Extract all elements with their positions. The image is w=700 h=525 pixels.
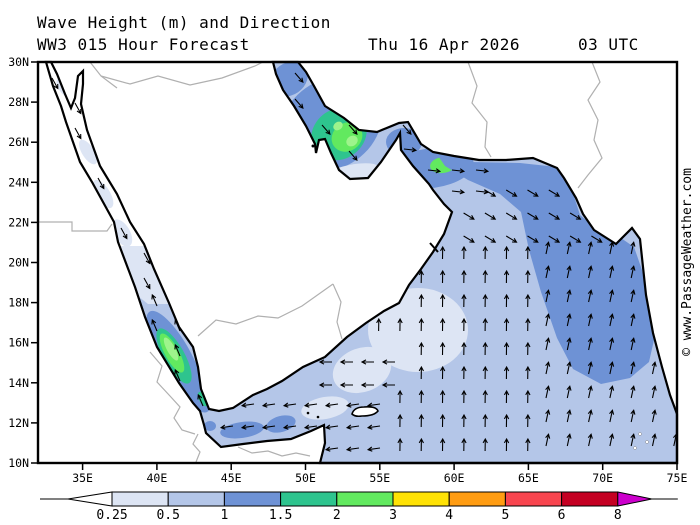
lon-label-65E: 65E — [518, 471, 539, 485]
patch-arabian-sea-east-1m — [434, 150, 654, 384]
lon-label-45E: 45E — [221, 471, 242, 485]
lat-label-28N: 28N — [8, 95, 29, 109]
wave-direction-arrows — [51, 72, 677, 452]
colorbar-segment-4 — [448, 491, 506, 507]
samhah-islet — [306, 411, 310, 415]
country-borders — [38, 61, 603, 463]
patch-red-sea-pale-spot-2 — [79, 139, 97, 165]
patch-red-sea-south-2m-core — [163, 337, 179, 361]
wave-height-color-scale: 0.25 0.5 1 1.5 2 3 4 5 6 8 — [40, 491, 678, 523]
lakshadweep-islet-3 — [633, 446, 637, 450]
lat-label-10N: 10N — [8, 456, 29, 470]
abd-al-kuri-islet — [316, 415, 320, 419]
arrow-field-arabian-sea-north — [376, 245, 531, 452]
colorbar-label-2: 2 — [333, 508, 341, 523]
chart-title: Wave Height (m) and Direction — [37, 13, 331, 32]
colorbar-label-5: 5 — [501, 508, 509, 523]
islands — [306, 144, 649, 450]
border-saudi-jordan-iraq — [100, 61, 264, 86]
border-djibouti — [192, 433, 201, 463]
lat-label-26N: 26N — [8, 135, 29, 149]
border-yemen-oman — [332, 283, 343, 340]
colorbar-segment-0.5 — [167, 491, 225, 507]
border-iran-pakistan — [467, 61, 492, 158]
colorbar-label-6: 6 — [558, 508, 566, 523]
lat-label-16N: 16N — [8, 336, 29, 350]
colorbar-segment-0.25 — [111, 491, 169, 507]
border-pakistan-india — [577, 61, 603, 189]
colorbar-segment-2 — [336, 491, 394, 507]
colorbar-label-1: 1 — [220, 508, 228, 523]
colorbar-label-0.25: 0.25 — [96, 508, 127, 523]
bahrain-island — [311, 144, 315, 148]
lakshadweep-islet-2 — [645, 440, 649, 444]
lat-label-22N: 22N — [8, 215, 29, 229]
socotra-island — [351, 406, 379, 418]
colorbar-segment-6 — [561, 491, 619, 507]
lon-label-40E: 40E — [147, 471, 168, 485]
forecast-utc-time: 03 UTC — [578, 35, 639, 54]
watermark: © www.PassageWeather.com — [680, 168, 695, 356]
colorbar-label-3: 3 — [389, 508, 397, 523]
patch-red-sea-pale-spot-3 — [92, 179, 114, 209]
patch-arabian-sea-west-pale-2 — [332, 346, 392, 394]
patch-persian-gulf-2m-core-1 — [333, 121, 343, 131]
forecast-date: Thu 16 Apr 2026 — [368, 35, 520, 54]
colorbar-over-arrow — [617, 491, 652, 507]
lakshadweep-islet-1 — [638, 432, 642, 436]
colorbar-segment-3 — [392, 491, 450, 507]
lon-label-50E: 50E — [295, 471, 316, 485]
lon-label-35E: 35E — [72, 471, 93, 485]
lat-label-24N: 24N — [8, 175, 29, 189]
arrow-field-aden-approach-west — [318, 359, 395, 388]
patch-gulf-of-aden-1m-2 — [266, 415, 296, 433]
lat-label-20N: 20N — [8, 256, 29, 270]
colorbar-label-8: 8 — [614, 508, 622, 523]
lat-label-30N: 30N — [8, 55, 29, 69]
lon-label-70E: 70E — [592, 471, 613, 485]
colorbar-segment-1.5 — [280, 491, 338, 507]
arrow-field-arabian-sea-east-nne — [545, 241, 677, 447]
colorbar-segment-5 — [504, 491, 563, 507]
masirah-island — [429, 242, 439, 253]
border-saudi-yemen — [197, 283, 334, 337]
axis-labels: 30N 28N 26N 24N 22N 20N 18N 16N 14N 12N 10N 35E 40E 4… — [8, 55, 687, 485]
chart-subtitle: WW3 015 Hour Forecast — [37, 35, 250, 54]
patch-gulf-of-aden-1m-3 — [204, 421, 216, 431]
border-ethiopia-somalia — [237, 446, 311, 457]
lat-label-18N: 18N — [8, 296, 29, 310]
border-egypt-sudan — [38, 221, 113, 232]
colorbar-under-arrow — [67, 491, 113, 507]
patch-red-sea-pale-spot-4 — [111, 219, 133, 247]
lat-label-12N: 12N — [8, 416, 29, 430]
patch-socotra-pale — [301, 396, 349, 420]
arrow-field-gulf-of-oman-east — [403, 147, 490, 195]
border-sudan-eritrea — [149, 351, 196, 435]
colorbar-label-1.5: 1.5 — [269, 508, 292, 523]
arrow-field-makran-band-southeast — [463, 189, 603, 243]
arrow-field-red-sea-north-southeast — [51, 77, 151, 290]
lon-label-55E: 55E — [369, 471, 390, 485]
colorbar-segment-1 — [223, 491, 282, 507]
patch-persian-gulf-2m-core-2 — [346, 135, 358, 147]
lat-label-14N: 14N — [8, 376, 29, 390]
colorbar-label-4: 4 — [445, 508, 453, 523]
lon-label-60E: 60E — [444, 471, 465, 485]
lon-label-75E: 75E — [667, 471, 688, 485]
arrow-field-persian-gulf-southeast — [294, 72, 412, 162]
colorbar-label-0.5: 0.5 — [156, 508, 179, 523]
